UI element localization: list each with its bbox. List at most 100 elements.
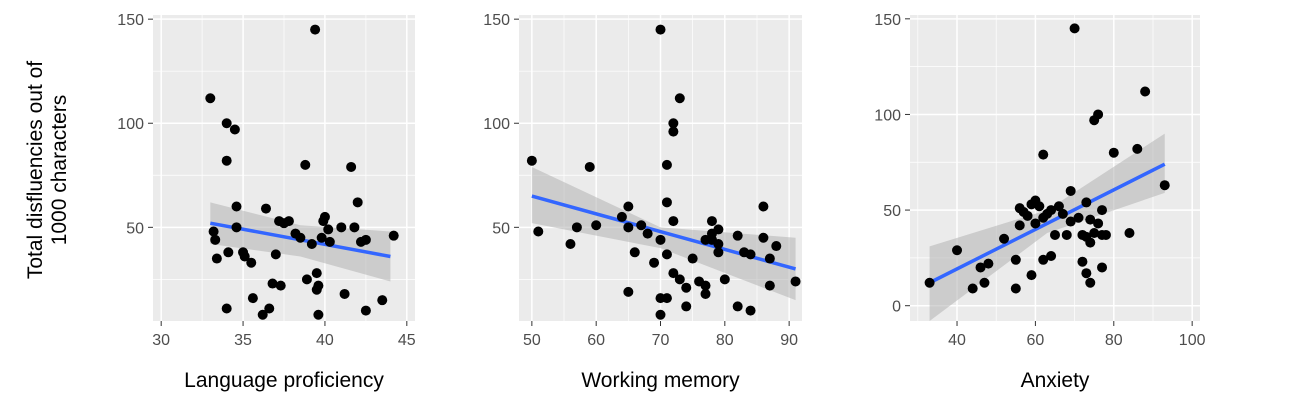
data-point: [1010, 254, 1021, 265]
data-point: [1053, 201, 1064, 212]
x-tick-label: 40: [316, 332, 334, 349]
data-point: [713, 238, 724, 249]
data-point: [623, 222, 634, 233]
data-point: [352, 197, 363, 208]
data-point: [360, 305, 371, 316]
data-point: [221, 155, 232, 166]
data-point: [229, 124, 240, 135]
data-point: [1093, 109, 1104, 120]
data-point: [732, 230, 743, 241]
data-point: [211, 253, 222, 264]
data-point: [975, 262, 986, 273]
data-point: [623, 201, 634, 212]
data-point: [571, 222, 582, 233]
data-point: [533, 226, 544, 237]
y-tick-label: 150: [874, 12, 901, 29]
chart-panel-3: 40 60 80 100 0 50 100 150 Anxiety: [874, 12, 1205, 392]
data-point: [700, 280, 711, 291]
y-tick-label: 0: [892, 299, 901, 316]
data-point: [339, 288, 350, 299]
data-point: [1085, 237, 1096, 248]
data-point: [295, 232, 306, 243]
data-point: [745, 249, 756, 260]
data-point: [260, 203, 271, 214]
data-point: [319, 211, 330, 222]
data-point: [713, 224, 724, 235]
data-point: [1046, 250, 1057, 261]
data-point: [661, 159, 672, 170]
data-point: [1057, 208, 1068, 219]
data-point: [1140, 86, 1151, 97]
x-tick-label: 40: [948, 332, 966, 349]
data-point: [1065, 185, 1076, 196]
x-tick-label: 70: [652, 332, 670, 349]
data-point: [700, 288, 711, 299]
x-tick-label: 60: [587, 332, 605, 349]
data-point: [584, 161, 595, 172]
x-tick-label: 35: [234, 332, 252, 349]
data-point: [301, 274, 312, 285]
data-point: [713, 247, 724, 258]
data-point: [967, 283, 978, 294]
x-axis-label: Working memory: [581, 369, 740, 392]
data-point: [247, 293, 258, 304]
data-point: [313, 309, 324, 320]
data-point: [1081, 268, 1092, 279]
data-point: [706, 216, 717, 227]
data-point: [758, 201, 769, 212]
data-point: [270, 249, 281, 260]
data-point: [771, 241, 782, 252]
data-point: [1038, 254, 1049, 265]
data-point: [1046, 205, 1057, 216]
data-point: [311, 268, 322, 279]
data-point: [1124, 228, 1135, 239]
data-point: [1038, 149, 1049, 160]
data-point: [324, 236, 335, 247]
data-point: [267, 278, 278, 289]
data-point: [655, 234, 666, 245]
data-point: [231, 222, 242, 233]
chart-panel-1: 30 35 40 45 50 100 150 Language proficiency: [117, 12, 416, 392]
data-point: [221, 303, 232, 314]
data-point: [323, 224, 334, 235]
data-point: [316, 232, 327, 243]
data-point: [668, 118, 679, 129]
data-point: [1097, 262, 1108, 273]
y-tick-label: 100: [483, 116, 510, 133]
data-point: [388, 230, 399, 241]
data-point: [1132, 143, 1143, 154]
x-tick-label: 100: [1179, 332, 1206, 349]
data-point: [336, 222, 347, 233]
x-tick-label: 80: [1105, 332, 1123, 349]
data-point: [1034, 201, 1045, 212]
data-point: [346, 161, 357, 172]
y-tick-label: 150: [483, 12, 510, 29]
data-point: [979, 277, 990, 288]
data-point: [377, 295, 388, 306]
data-point: [1085, 214, 1096, 225]
data-point: [1050, 229, 1060, 240]
data-point: [623, 286, 634, 297]
data-point: [668, 216, 679, 227]
data-point: [655, 309, 666, 320]
data-point: [655, 24, 666, 35]
data-point: [1061, 229, 1072, 240]
data-point: [983, 258, 994, 269]
chart-panel-2: 50 60 70 80 90 50 100 150 Working memory: [483, 12, 802, 392]
data-point: [275, 280, 286, 291]
x-tick-label: 45: [398, 332, 416, 349]
y-tick-label: 100: [117, 116, 144, 133]
data-point: [1014, 220, 1025, 231]
data-point: [674, 93, 685, 104]
x-tick-label: 30: [152, 332, 170, 349]
data-point: [661, 249, 672, 260]
data-point: [681, 282, 692, 293]
data-point: [1085, 277, 1096, 288]
data-point: [764, 280, 775, 291]
data-point: [1108, 147, 1119, 158]
regression-line: [928, 162, 1166, 285]
x-axis-label: Language proficiency: [184, 369, 384, 392]
y-tick-label: 50: [492, 220, 510, 237]
x-axis-label: Anxiety: [1021, 369, 1090, 392]
data-point: [526, 155, 537, 166]
